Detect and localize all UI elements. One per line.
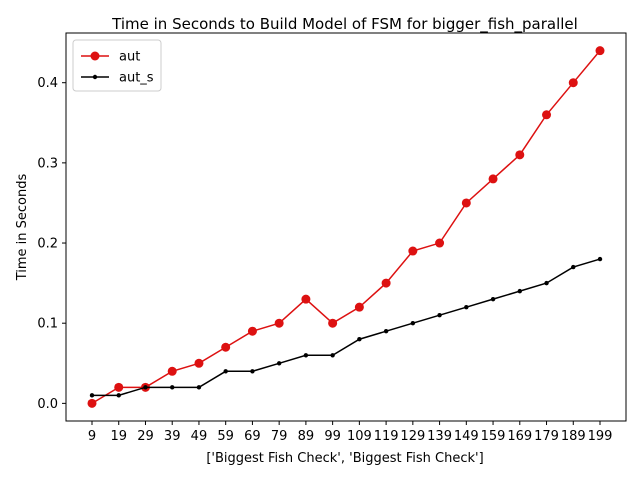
x-tick-label: 49 [191,429,208,444]
data-point-aut [354,302,364,312]
data-point-aut-s [597,256,603,262]
series-line-aut-s [92,258,601,397]
x-tick-label: 39 [164,429,181,444]
y-tick-label: 0.3 [37,156,58,171]
x-tick-label: 9 [88,429,96,444]
y-tick-label: 0.0 [37,397,58,412]
data-point-aut [114,382,124,392]
data-point-aut-s [223,369,228,374]
data-point-aut [301,294,311,304]
x-tick-label: 89 [298,429,315,444]
data-point-aut [194,358,204,368]
data-point-aut [87,398,97,408]
y-tick-label: 0.4 [37,76,58,91]
x-tick-label: 129 [400,429,425,444]
data-point-aut-s [464,304,469,310]
x-tick-label: 199 [588,429,613,444]
legend: aut aut_s [72,39,162,92]
x-tick-label: 109 [347,429,372,444]
data-point-aut-s [89,393,95,398]
y-tick-label: 0.1 [37,317,58,332]
legend-marker-aut-s [92,74,98,80]
data-point-aut-s [437,312,442,318]
x-tick-label: 179 [534,429,559,444]
x-tick-label: 79 [271,429,288,444]
data-point-aut-s [383,329,389,334]
x-tick-label: 149 [454,429,479,444]
data-point-aut-s [116,393,121,398]
x-tick-label: 189 [561,429,586,444]
x-tick-label: 169 [507,429,532,444]
data-point-aut-s [357,337,362,342]
data-point-aut-s [410,320,416,326]
data-point-aut-s [571,264,576,270]
x-tick-label: 69 [244,429,261,444]
y-axis: 0.0 0.1 0.2 0.3 0.4 [37,76,66,412]
y-axis-title: Time in Seconds [15,174,30,282]
data-point-aut [435,238,445,248]
chart-title: Time in Seconds to Build Model of FSM fo… [111,15,578,34]
x-tick-label: 139 [427,429,452,444]
data-point-aut [247,326,257,336]
data-point-aut-s [196,385,202,390]
y-tick-label: 0.2 [37,237,58,252]
data-point-aut-s [170,385,175,390]
series-layer [87,46,605,408]
data-point-aut-s [517,288,522,294]
x-axis-title: ['Biggest Fish Check', 'Biggest Fish Che… [206,451,483,466]
series-line-aut [91,50,601,405]
x-tick-label: 159 [481,429,506,444]
data-point-aut-s [276,361,282,366]
data-point-aut-s [544,280,549,286]
legend-label-aut: aut [119,50,140,65]
data-point-aut [274,318,284,328]
x-axis: 9 19 29 39 49 59 69 79 89 99 109 119 129 139 149 159 169… [88,421,613,444]
data-point-aut-s [143,385,148,390]
x-tick-label: 29 [137,429,154,444]
data-point-aut-s [330,353,335,358]
data-point-aut-s [303,353,309,358]
data-point-aut [542,110,552,120]
data-point-aut [408,246,418,256]
legend-label-aut-s: aut_s [119,71,154,86]
data-point-aut-s [250,369,255,374]
x-tick-label: 119 [374,429,399,444]
data-point-aut [568,78,578,88]
data-point-aut [515,150,525,160]
x-tick-label: 59 [217,429,234,444]
x-tick-label: 19 [110,429,127,444]
data-point-aut [328,318,338,328]
data-point-aut [381,278,391,288]
data-point-aut [167,366,177,376]
data-point-aut [221,342,231,352]
data-point-aut-s [490,296,496,302]
data-point-aut [488,174,498,184]
x-tick-label: 99 [324,429,341,444]
plot-area [65,32,627,422]
data-point-aut [461,198,471,208]
data-point-aut [595,46,605,56]
legend-marker-aut [90,51,100,61]
